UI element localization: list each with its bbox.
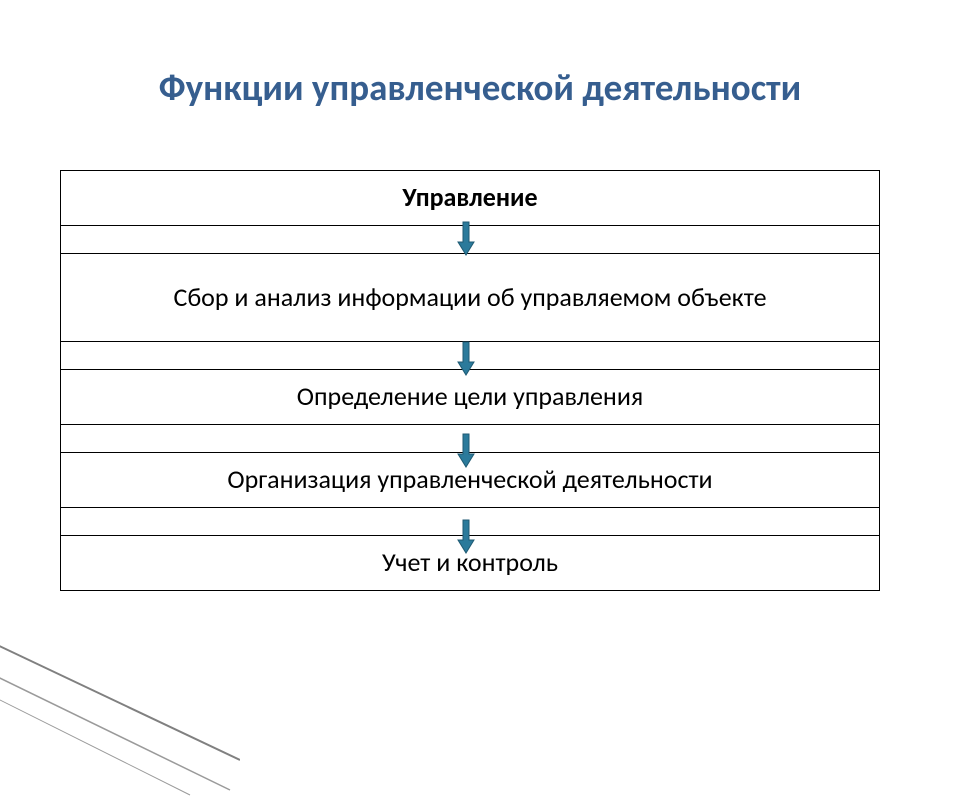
corner-decoration xyxy=(0,580,240,800)
down-arrow-icon xyxy=(457,518,475,554)
down-arrow-icon xyxy=(457,432,475,468)
down-arrow-icon xyxy=(457,220,475,256)
row-management: Управление xyxy=(61,171,880,226)
down-arrow-icon xyxy=(457,340,475,376)
row-goal: Определение цели управления xyxy=(61,370,880,425)
row-collection: Сбор и анализ информации об управляемом … xyxy=(61,254,880,342)
page-title: Функции управленческой деятельности xyxy=(0,65,960,110)
